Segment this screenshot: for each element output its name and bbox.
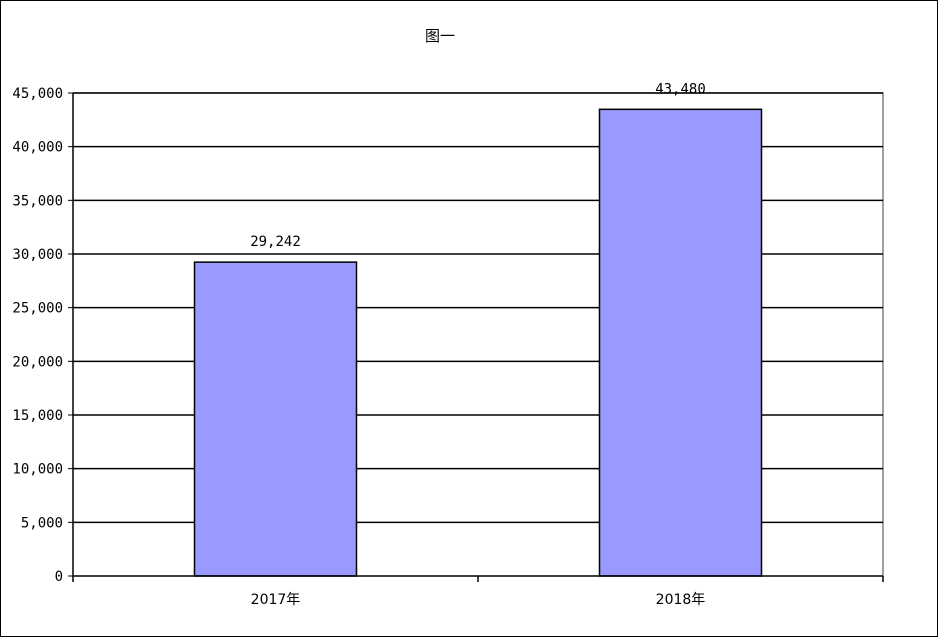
y-tick-label: 30,000: [12, 247, 63, 263]
y-tick-label: 10,000: [12, 462, 63, 478]
y-tick-label: 40,000: [12, 140, 63, 156]
plot-area: 0 5,000 10,000 15,000 20,000 25,000 30,000 35,0…: [12, 81, 884, 608]
y-tick-label: 15,000: [12, 408, 63, 424]
y-tick-label: 35,000: [12, 193, 63, 209]
y-tick-label: 0: [55, 569, 63, 585]
y-tick-label: 25,000: [12, 301, 63, 317]
x-tick-label: 2018年: [656, 592, 706, 608]
bar: [193, 261, 358, 577]
y-tick-label: 5,000: [21, 515, 63, 531]
y-tick-label: 45,000: [12, 86, 63, 102]
y-tick-label: 20,000: [12, 354, 63, 370]
data-label: 43,480: [655, 81, 706, 97]
x-tick-label: 2017年: [251, 592, 301, 608]
data-label: 29,242: [250, 234, 301, 250]
chart-title: 图一: [425, 27, 455, 45]
bar: [598, 108, 763, 577]
